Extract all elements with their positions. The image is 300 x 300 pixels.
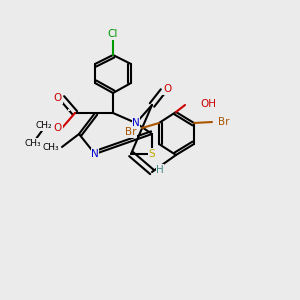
Text: CH₃: CH₃	[25, 139, 41, 148]
Text: O: O	[54, 93, 62, 103]
Text: CH₂: CH₂	[36, 122, 52, 130]
Text: O: O	[54, 123, 62, 133]
Text: O: O	[163, 84, 171, 94]
Text: Cl: Cl	[108, 29, 118, 39]
Text: N: N	[132, 118, 140, 128]
Text: Br: Br	[218, 117, 230, 127]
Text: H: H	[156, 165, 164, 175]
Text: Br: Br	[124, 127, 136, 137]
Text: N: N	[91, 149, 99, 159]
Text: S: S	[149, 149, 155, 159]
Text: CH₃: CH₃	[42, 142, 59, 152]
Text: OH: OH	[200, 99, 216, 109]
